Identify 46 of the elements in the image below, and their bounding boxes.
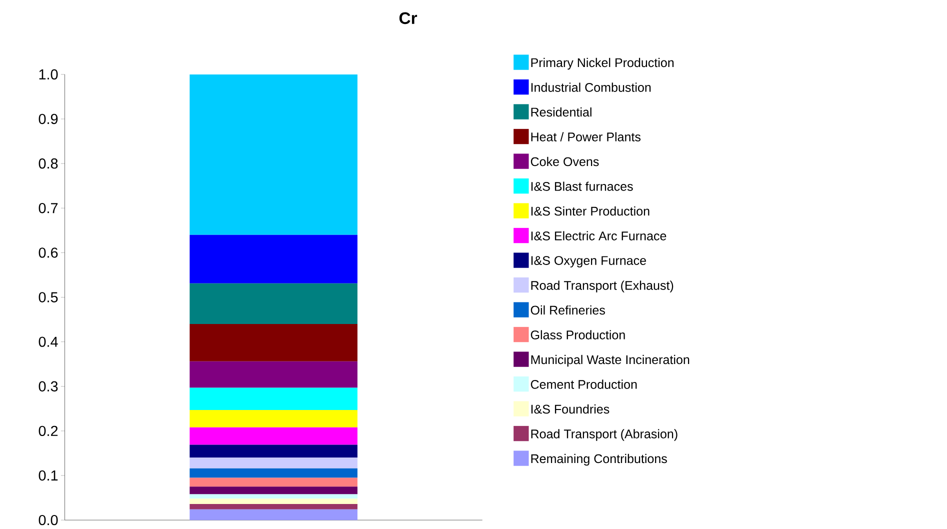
bar [190,388,358,410]
legend-label: Heat / Power Plants [531,132,641,142]
bar [190,504,358,510]
legend-label: Industrial Combustion [531,82,651,92]
y-tick-label: 0.1 [38,470,58,481]
y-tick-label: 0.2 [38,426,58,436]
y-tick-label: 0.8 [38,158,58,169]
bar [190,478,358,487]
legend-label: Coke Ovens [530,156,599,166]
legend-label: Cement Production [530,380,637,389]
y-tick-label: 0.0 [38,514,58,526]
bar [190,458,358,468]
bar [190,74,358,235]
bar [190,509,358,520]
legend-label: Glass Production [530,330,625,340]
legend-label: Residential [531,107,592,117]
chart-title: Cr [399,12,418,24]
y-tick-label: 0.7 [38,202,58,214]
legend-label: Municipal Waste Incineration [531,354,690,367]
legend-label: Primary Nickel Production [531,58,674,70]
bar [190,498,358,504]
bar [190,486,358,494]
y-tick-label: 1.0 [39,69,58,80]
legend-label: Oil Refineries [530,305,605,315]
bar [190,283,358,324]
bar [190,410,358,428]
bar [190,444,358,458]
y-tick-label: 0.5 [38,292,58,302]
bar [190,361,358,388]
y-tick-label: 0.3 [38,381,58,392]
legend-label: I&S Foundries [531,404,610,414]
bar [190,468,358,478]
bar [190,234,358,284]
y-tick-label: 0.4 [38,336,58,347]
legend-label: Road Transport (Abrasion) [531,429,678,441]
bar [190,427,358,445]
legend-label: I&S Blast furnaces [531,182,633,191]
bar [190,324,358,362]
legend-label: I&S Oxygen Furnace [531,256,646,268]
bar [190,494,358,499]
legend-label: Road Transport (Exhaust) [531,280,674,292]
y-tick-label: 0.6 [38,248,58,258]
y-tick-label: 0.9 [38,114,58,124]
legend-label: I&S Sinter Production [531,206,650,216]
legend-label: Remaining Contributions [531,454,667,466]
legend-label: I&S Electric Arc Furnace [531,231,666,240]
